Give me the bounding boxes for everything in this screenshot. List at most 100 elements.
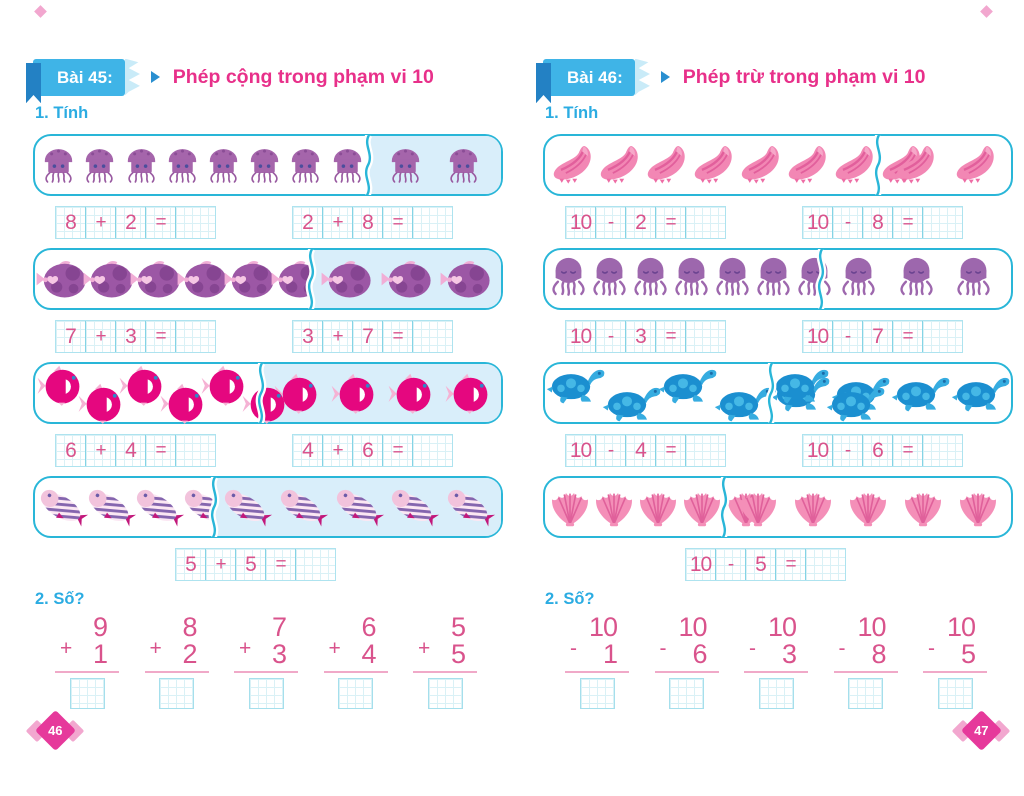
scallop-icon	[736, 487, 780, 528]
wavy-divider	[765, 362, 776, 424]
pink-fish-icon	[330, 372, 375, 414]
scallop-icon	[592, 487, 636, 528]
operand-cell: 10	[566, 207, 596, 238]
operand-cell: 3	[293, 321, 323, 352]
operand-cell: 8	[353, 207, 383, 238]
answer-cell[interactable]	[923, 321, 962, 352]
operand-bottom: 3	[781, 639, 797, 669]
equals-cell: =	[656, 321, 686, 352]
octopus-icon	[753, 256, 794, 303]
operand-cell: 2	[626, 207, 656, 238]
wavy-divider	[305, 248, 317, 310]
operand-cell: 10	[803, 435, 833, 466]
answer-cell[interactable]	[413, 435, 452, 466]
operator-cell: +	[323, 207, 353, 238]
answer-rule	[833, 671, 898, 673]
operand-top: 7	[271, 612, 287, 642]
answer-box[interactable]	[338, 678, 373, 709]
equation-line: 10-2 = 10-8 =	[543, 206, 1013, 239]
answer-box[interactable]	[427, 678, 463, 709]
operand-cell: 10	[803, 207, 833, 238]
operand-bottom: 3	[271, 639, 287, 669]
answer-box[interactable]	[758, 678, 794, 709]
equation-box: 10-5 =	[685, 548, 846, 581]
operator-sign: +	[418, 637, 431, 660]
answer-cell[interactable]	[176, 321, 215, 352]
answer-cell[interactable]	[923, 435, 962, 466]
exercise-1-rows: 8 +2 = 2 +8 = 7 +3 = 3 +7 = 6 +4 = 4 +6 = 5 +5 =	[33, 134, 503, 581]
creature-group-1	[545, 250, 821, 308]
wavy-divider	[872, 134, 884, 196]
operand-bottom: 5	[450, 639, 466, 669]
octopus-icon	[671, 256, 712, 303]
creature-group-1	[545, 364, 771, 422]
answer-cell[interactable]	[686, 435, 725, 466]
answer-box[interactable]	[69, 678, 105, 709]
turtle-icon	[658, 365, 718, 405]
answer-box[interactable]	[937, 678, 973, 709]
section-1-label: 1. Tính	[545, 104, 599, 122]
operand-top: 6	[361, 612, 376, 642]
exercise-1-rows: 10-2 = 10-8 = 10-3 = 10-7 = 10-4 = 10-6 = 10-5 =	[543, 134, 1013, 581]
equals-cell: =	[383, 207, 413, 238]
answer-box[interactable]	[579, 678, 615, 709]
equation-line: 7 +3 = 3 +7 =	[33, 320, 503, 353]
equals-cell: =	[383, 435, 413, 466]
answer-cell[interactable]	[413, 321, 452, 352]
vertical-problem: +8 2	[144, 612, 209, 709]
pink-fish-icon	[77, 382, 122, 424]
lesson-badge-ribbon: Bài 45:	[33, 58, 125, 96]
answer-box[interactable]	[848, 678, 883, 709]
answer-cell[interactable]	[806, 549, 845, 580]
creature-group-box	[33, 248, 503, 310]
scallop-icon	[846, 487, 890, 528]
answer-box[interactable]	[669, 678, 704, 709]
operand-bottom: 1	[602, 639, 618, 669]
operator-cell: +	[86, 207, 116, 238]
vertical-problem: -10 3	[744, 614, 808, 709]
answer-box[interactable]	[159, 678, 194, 709]
answer-cell[interactable]	[923, 207, 962, 238]
page-title: Phép cộng trong phạm vi 10	[172, 65, 434, 88]
operator-cell: -	[833, 207, 863, 238]
operator-sign: -	[570, 637, 577, 660]
equals-cell: =	[146, 321, 176, 352]
operator-sign: +	[328, 637, 341, 660]
creature-group-1	[35, 136, 368, 194]
answer-box[interactable]	[248, 678, 284, 709]
striped-fish-icon	[441, 483, 497, 532]
answer-cell[interactable]	[176, 435, 215, 466]
equals-cell: =	[383, 321, 413, 352]
answer-cell[interactable]	[686, 321, 725, 352]
answer-cell[interactable]	[686, 207, 725, 238]
operand-top: 10	[588, 612, 618, 642]
operator-cell: -	[596, 207, 626, 238]
conch-icon	[891, 143, 938, 187]
operand-cell: 4	[116, 435, 146, 466]
operand-cell: 3	[116, 321, 146, 352]
scallop-icon	[791, 487, 835, 528]
operator-sign: -	[749, 637, 756, 660]
page-right: Bài 46: Phép trừ trong phạm vi 10 1. Tín…	[543, 58, 1013, 709]
operand-cell: 10	[686, 549, 716, 580]
vertical-problems-row: +9 1 +8 2 +7 3 +6 4 +5 5	[33, 614, 503, 709]
equals-cell: =	[776, 549, 806, 580]
lesson-header: Bài 45: Phép cộng trong phạm vi 10	[33, 58, 503, 96]
equals-cell: =	[656, 435, 686, 466]
answer-cell[interactable]	[296, 549, 335, 580]
operator-cell: +	[206, 549, 236, 580]
equals-cell: =	[146, 207, 176, 238]
striped-fish-icon	[330, 483, 386, 532]
turtle-icon	[951, 373, 1011, 413]
equation-box: 2 +8 =	[292, 206, 453, 239]
operator-cell: +	[323, 435, 353, 466]
section-1-label: 1. Tính	[35, 104, 89, 122]
pufferfish-icon	[129, 258, 182, 300]
pufferfish-icon	[35, 258, 88, 300]
equation-box: 8 +2 =	[55, 206, 216, 239]
operand-top: 8	[182, 612, 197, 642]
answer-cell[interactable]	[413, 207, 452, 238]
answer-cell[interactable]	[176, 207, 215, 238]
operand-cell: 5	[236, 549, 266, 580]
